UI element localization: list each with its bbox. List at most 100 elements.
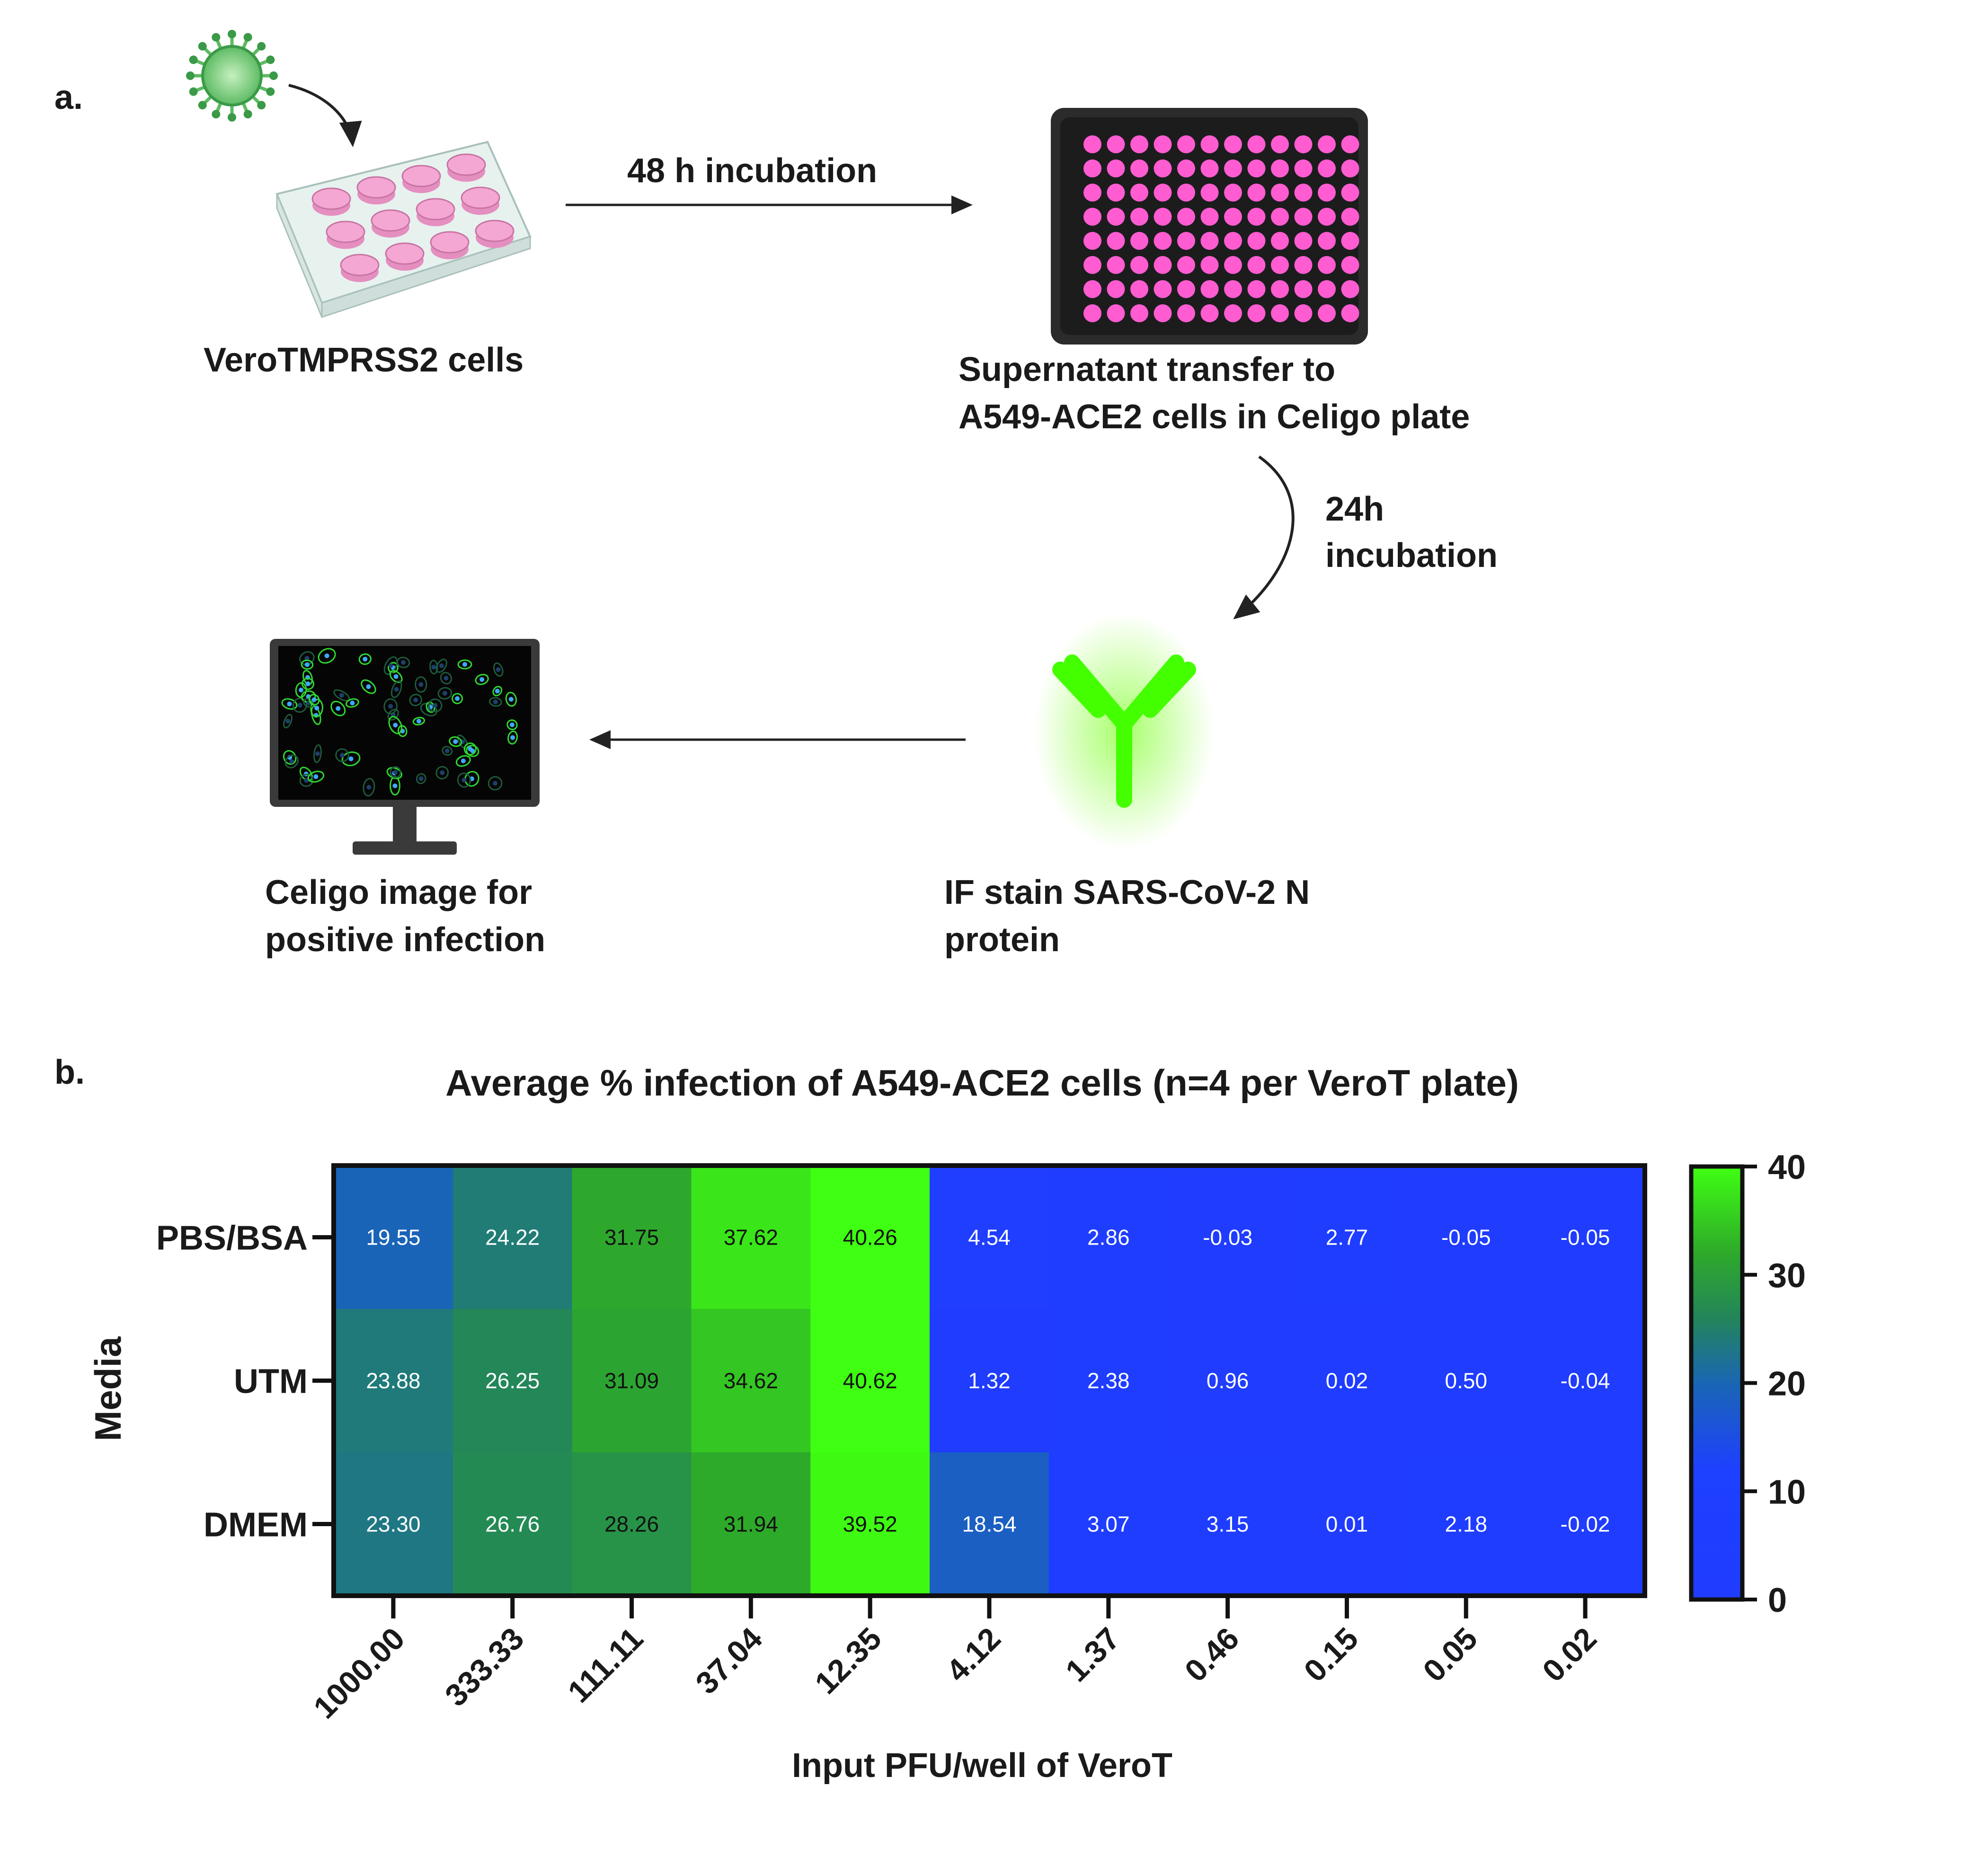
y-tick-label: DMEM (204, 1506, 308, 1544)
cell-value-label: 23.88 (366, 1369, 420, 1393)
heatmap: 19.55 24.22 31.75 37.62 40.26 4.54 2.86 -0.03 2.… (334, 1166, 1645, 1596)
heatmap-cell (810, 1166, 930, 1309)
x-tick-label: 4.12 (940, 1621, 1007, 1688)
heatmap-cell (453, 1166, 573, 1309)
cell-value-label: 3.15 (1207, 1512, 1249, 1537)
chart-title: Average % infection of A549-ACE2 cells (… (445, 1062, 1519, 1104)
heatmap-cell (453, 1452, 573, 1596)
cell-value-label: 34.62 (724, 1369, 778, 1393)
x-tick-label: 37.04 (689, 1620, 769, 1700)
heatmap-cell (1168, 1452, 1288, 1596)
cell-value-label: -0.04 (1561, 1369, 1610, 1393)
celigo-label-line2: positive infection (265, 921, 545, 959)
heatmap-cell (1287, 1452, 1407, 1596)
heatmap-cell (1406, 1166, 1526, 1309)
cell-value-label: 28.26 (604, 1512, 659, 1537)
x-tick-label: 111.11 (561, 1621, 649, 1709)
cell-value-label: 2.18 (1445, 1512, 1488, 1537)
x-tick-label: 0.46 (1178, 1621, 1245, 1688)
colorbar-tick-label: 30 (1768, 1257, 1806, 1295)
cell-value-label: 19.55 (366, 1225, 420, 1250)
incubation-48h-label: 48 h incubation (627, 152, 877, 190)
heatmap-cell (1048, 1452, 1169, 1596)
heatmap-cell (1526, 1452, 1645, 1596)
cell-value-label: 3.07 (1087, 1512, 1130, 1537)
heatmap-cell (1287, 1166, 1407, 1309)
heatmap-cell (691, 1452, 811, 1596)
heatmap-cell (1168, 1309, 1288, 1453)
well-plate-12-icon (275, 141, 532, 318)
vero-cells-label: VeroTMPRSS2 cells (204, 341, 524, 379)
cell-value-label: 26.25 (485, 1369, 540, 1393)
heatmap-cell (334, 1452, 453, 1596)
cell-value-label: 0.01 (1326, 1512, 1368, 1537)
supernatant-label-line1: Supernatant transfer to (958, 351, 1335, 389)
celigo-label-line1: Celigo image for (265, 874, 532, 911)
cell-value-label: 37.62 (724, 1225, 778, 1250)
colorbar-tick-label: 20 (1768, 1365, 1806, 1403)
heatmap-cell (810, 1309, 930, 1453)
cell-value-label: 40.26 (843, 1225, 897, 1250)
cell-value-label: 1.32 (968, 1369, 1011, 1393)
cell-value-label: 2.77 (1326, 1225, 1368, 1250)
x-axis-title: Input PFU/well of VeroT (792, 1747, 1172, 1785)
x-tick-label: 1000.00 (307, 1621, 411, 1725)
panel-a-label: a. (54, 79, 83, 116)
heatmap-cell (572, 1309, 692, 1453)
cell-value-label: 31.09 (604, 1369, 659, 1393)
y-tick-label: UTM (234, 1363, 308, 1401)
x-tick-label: 0.15 (1297, 1621, 1365, 1688)
x-tick-label: 0.02 (1535, 1621, 1603, 1688)
if-stain-label-line2: protein (944, 921, 1060, 959)
incubation-24h-label-line2: incubation (1325, 537, 1498, 575)
heatmap-cell (453, 1309, 573, 1453)
cell-value-label: -0.03 (1203, 1225, 1252, 1250)
heatmap-cell (930, 1166, 1049, 1309)
cell-value-label: 23.30 (366, 1512, 420, 1537)
if-stain-label-line1: IF stain SARS-CoV-2 N (944, 874, 1310, 911)
cell-value-label: -0.02 (1561, 1512, 1610, 1537)
x-tick-label: 0.05 (1416, 1621, 1484, 1688)
cell-value-label: 31.75 (604, 1225, 659, 1250)
heatmap-cell (1406, 1452, 1526, 1596)
cell-value-label: 26.76 (485, 1512, 540, 1537)
cell-value-label: 39.52 (843, 1512, 897, 1537)
heatmap-cell (1406, 1309, 1526, 1453)
x-tick-label: 1.37 (1059, 1621, 1127, 1688)
y-axis-title: Media (87, 1336, 129, 1441)
cell-value-label: -0.05 (1561, 1225, 1610, 1250)
heatmap-cell (1287, 1309, 1407, 1453)
x-tick-label: 12.35 (808, 1621, 888, 1701)
heatmap-cell (334, 1309, 453, 1453)
cell-value-label: 0.96 (1207, 1369, 1249, 1393)
colorbar-tick-label: 0 (1768, 1582, 1787, 1619)
arrow-24h (1233, 455, 1295, 619)
incubation-24h-label-line1: 24h (1325, 490, 1384, 528)
cell-value-label: 40.62 (843, 1369, 897, 1393)
panel-b-label: b. (54, 1053, 85, 1091)
cell-value-label: -0.05 (1441, 1225, 1491, 1250)
supernatant-label-line2: A549-ACE2 cells in Celigo plate (958, 398, 1470, 436)
heatmap-cell (572, 1452, 692, 1596)
y-axis: PBS/BSA UTM DMEM (156, 1220, 334, 1544)
monitor-icon (270, 639, 540, 855)
heatmap-cell (930, 1452, 1049, 1596)
cell-value-label: 18.54 (962, 1512, 1016, 1537)
cell-value-label: 31.94 (724, 1512, 778, 1537)
heatmap-cell (930, 1309, 1049, 1453)
well-plate-96-icon (1051, 108, 1368, 345)
colorbar: 40 30 20 10 0 (1689, 1149, 1806, 1619)
x-axis: 1000.00 333.33 111.11 37.04 12.35 4.12 1.37 0.4… (307, 1596, 1603, 1725)
virus-icon (186, 30, 278, 122)
colorbar-tick-label: 40 (1768, 1149, 1806, 1186)
cell-value-label: 0.02 (1326, 1369, 1368, 1393)
heatmap-cell (691, 1166, 811, 1309)
heatmap-cell (810, 1452, 930, 1596)
heatmap-cell (1048, 1309, 1169, 1453)
cell-value-label: 0.50 (1445, 1369, 1488, 1393)
cell-value-label: 2.86 (1087, 1225, 1130, 1250)
y-tick-label: PBS/BSA (156, 1220, 308, 1257)
heatmap-cell (1526, 1309, 1645, 1453)
x-tick-label: 333.33 (438, 1621, 531, 1713)
